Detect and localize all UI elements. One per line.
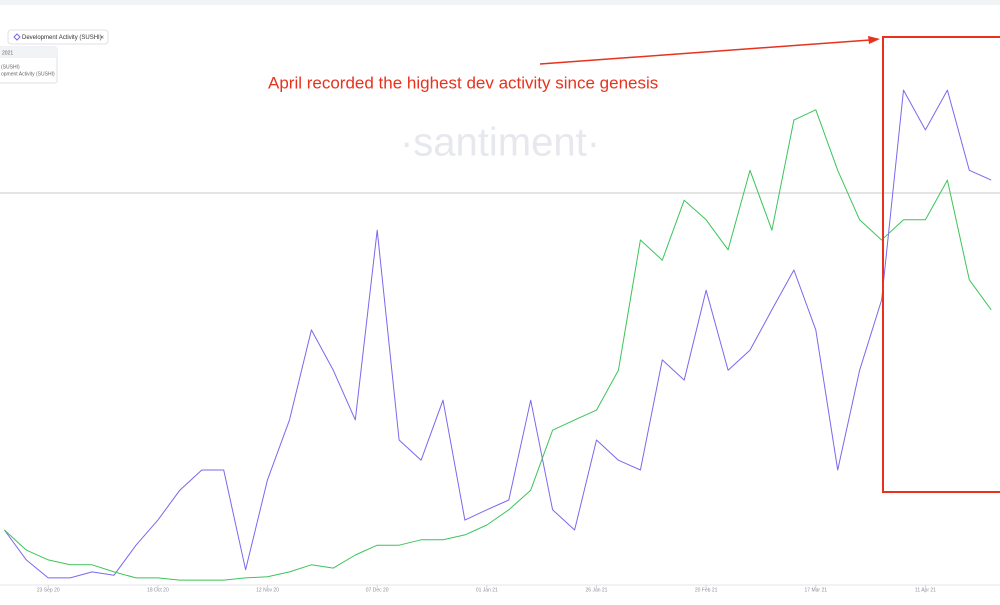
- annotation: April recorded the highest dev activity …: [268, 73, 658, 92]
- x-tick-label: 18 Oct 20: [147, 587, 169, 593]
- highlight-box: [882, 36, 1000, 493]
- x-tick-label: 01 Jan 21: [476, 587, 498, 593]
- x-tick-label: 23 Sep 20: [37, 587, 60, 593]
- watermark: ·santiment·: [400, 121, 600, 165]
- x-tick-label: 17 Mar 21: [805, 587, 828, 593]
- legend-label: Development Activity (SUSHI): [22, 35, 102, 41]
- x-tick-label: 20 Feb 21: [695, 587, 718, 593]
- series-line: [3, 89, 992, 579]
- tooltip-header: [0, 47, 57, 58]
- series-line: [4, 109, 992, 581]
- tooltip-row: (SUSHI): [1, 64, 20, 70]
- legend-close[interactable]: ×: [100, 34, 104, 41]
- arrow: [539, 39, 871, 65]
- legend-chip[interactable]: [7, 29, 109, 45]
- tooltip-row: opment Activity (SUSHI): [1, 71, 55, 77]
- top-bar: [0, 0, 1000, 5]
- x-tick-label: 07 Dec 20: [366, 587, 389, 593]
- x-tick-label: 26 Jan 21: [586, 587, 608, 593]
- x-tick-label: 12 Nov 20: [256, 587, 279, 593]
- plot: [3, 89, 992, 581]
- arrow-head: [868, 36, 880, 44]
- legend-icon: [13, 33, 21, 41]
- tooltip-date: 2021: [2, 50, 13, 56]
- x-tick-label: 11 Apr 21: [915, 587, 936, 593]
